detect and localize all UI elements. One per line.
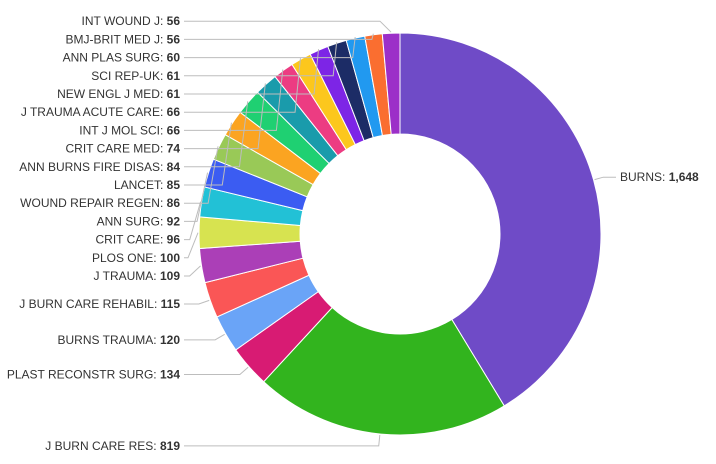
label-value: 56 [167, 32, 181, 46]
label-name: J TRAUMA: [94, 269, 160, 283]
label-name: ANN BURNS FIRE DISAS: [19, 160, 166, 174]
label-ann-plas-surg: ANN PLAS SURG: 60 [63, 51, 181, 65]
label-ann-surg: ANN SURG: 92 [97, 214, 181, 228]
label-value: 85 [167, 178, 181, 192]
label-name: SCI REP-UK: [91, 69, 166, 83]
label-burns-trauma: BURNS TRAUMA: 120 [58, 333, 181, 347]
leader-j-trauma-acute-care [184, 58, 301, 113]
label-value: 86 [167, 196, 181, 210]
label-name: J TRAUMA ACUTE CARE: [21, 105, 167, 119]
label-name: BURNS: [620, 170, 669, 184]
label-crit-care: CRIT CARE: 96 [96, 233, 181, 247]
label-value: 66 [167, 105, 181, 119]
leader-int-wound-j [184, 20, 392, 33]
label-name: PLAST RECONSTR SURG: [7, 367, 160, 381]
label-value: 74 [167, 142, 181, 156]
leader-burns [594, 176, 616, 181]
leader-ann-surg [184, 172, 209, 222]
leader-wound-repair-regen [184, 146, 219, 204]
leader-lines-group [184, 20, 616, 447]
leader-ann-burns-fire-disas [184, 101, 249, 168]
leader-crit-care-med [184, 83, 266, 150]
label-value: 66 [167, 123, 181, 137]
label-name: NEW ENGL J MED: [57, 87, 167, 101]
label-value: 61 [167, 69, 181, 83]
leader-j-burn-care-res [184, 434, 381, 447]
label-burns: BURNS: 1,648 [620, 170, 699, 184]
leader-sci-rep-uk [184, 42, 338, 77]
label-name: BURNS TRAUMA: [58, 333, 160, 347]
label-name: PLOS ONE: [92, 251, 160, 265]
label-value: 115 [161, 297, 181, 311]
leader-new-engl-j-med [184, 49, 320, 95]
label-name: INT J MOL SCI: [79, 123, 166, 137]
label-value: 61 [167, 87, 181, 101]
label-value: 1,648 [669, 170, 699, 184]
leader-plos-one [184, 232, 199, 259]
label-value: 100 [160, 251, 180, 265]
leader-ann-plas-surg [184, 36, 356, 59]
label-name: INT WOUND J: [82, 14, 167, 28]
label-value: 109 [160, 269, 180, 283]
label-j-burn-care-res: J BURN CARE RES: 819 [45, 439, 180, 453]
label-value: 134 [160, 367, 180, 381]
label-name: ANN PLAS SURG: [63, 51, 167, 65]
leader-bmj-brit-med-j [184, 33, 374, 40]
label-name: ANN SURG: [97, 214, 167, 228]
label-name: WOUND REPAIR REGEN: [20, 196, 166, 210]
slice-int-wound-j [381, 32, 401, 135]
label-int-wound-j: INT WOUND J: 56 [82, 14, 181, 28]
label-ann-burns-fire-disas: ANN BURNS FIRE DISAS: 84 [19, 160, 180, 174]
label-value: 92 [167, 214, 181, 228]
label-value: 56 [167, 14, 181, 28]
label-plos-one: PLOS ONE: 100 [92, 251, 180, 265]
slices-group [198, 32, 602, 436]
label-value: 84 [167, 160, 181, 174]
label-name: J BURN CARE RES: [45, 439, 160, 453]
label-sci-rep-uk: SCI REP-UK: 61 [91, 69, 180, 83]
label-j-burn-care-rehabil: J BURN CARE REHABIL: 115 [19, 297, 180, 311]
label-new-engl-j-med: NEW ENGL J MED: 61 [57, 87, 180, 101]
label-name: LANCET: [114, 178, 167, 192]
leader-plast-reconstr-surg [184, 366, 249, 375]
label-j-trauma-acute-care: J TRAUMA ACUTE CARE: 66 [21, 105, 180, 119]
label-lancet: LANCET: 85 [114, 178, 180, 192]
leader-j-burn-care-rehabil [184, 299, 210, 305]
leader-burns-trauma [184, 333, 225, 341]
leader-int-j-mol-sci [184, 69, 284, 131]
label-value: 819 [160, 439, 180, 453]
label-int-j-mol-sci: INT J MOL SCI: 66 [79, 123, 180, 137]
slice-j-burn-care-res [262, 306, 505, 436]
label-value: 96 [167, 233, 181, 247]
label-name: CRIT CARE: [96, 233, 167, 247]
label-plast-reconstr-surg: PLAST RECONSTR SURG: 134 [7, 367, 180, 381]
leader-lancet [184, 122, 232, 186]
label-j-trauma: J TRAUMA: 109 [94, 269, 181, 283]
leader-j-trauma [184, 265, 201, 277]
label-name: J BURN CARE REHABIL: [19, 297, 160, 311]
label-bmj-brit-med-j: BMJ-BRIT MED J: 56 [66, 32, 181, 46]
label-value: 120 [160, 333, 180, 347]
label-value: 60 [167, 51, 181, 65]
label-name: CRIT CARE MED: [66, 142, 167, 156]
label-wound-repair-regen: WOUND REPAIR REGEN: 86 [20, 196, 180, 210]
label-name: BMJ-BRIT MED J: [66, 32, 167, 46]
label-crit-care-med: CRIT CARE MED: 74 [66, 142, 181, 156]
slice-burns [399, 32, 602, 407]
leader-crit-care [184, 201, 202, 241]
